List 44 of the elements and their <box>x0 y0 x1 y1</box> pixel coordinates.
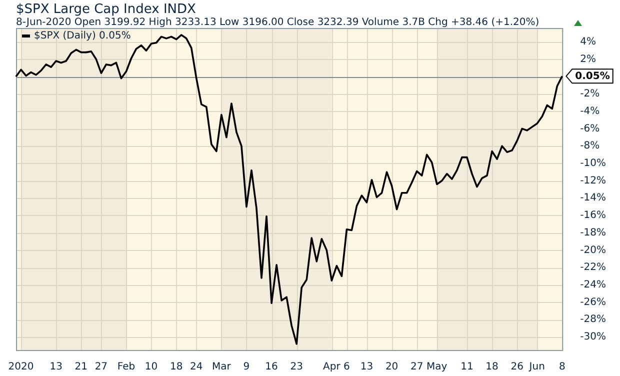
annotation: 0.05% <box>575 70 610 82</box>
y-tick-label: -30% <box>580 332 606 343</box>
x-tick-label: 8 <box>558 362 566 373</box>
x-tick-label: 18 <box>170 362 183 373</box>
x-tick-label: Feb <box>117 362 136 373</box>
y-tick-label: -10% <box>580 158 606 169</box>
x-tick-label: 27 <box>94 362 108 373</box>
y-tick-label: 2% <box>580 54 596 65</box>
x-tick-label: 13 <box>50 362 62 373</box>
y-tick-label: -6% <box>580 123 600 134</box>
x-tick-label: 23 <box>290 362 303 373</box>
x-tick-label: 26 <box>510 362 524 373</box>
x-tick-label: 13 <box>360 362 374 373</box>
y-tick-label: -2% <box>580 88 600 100</box>
y-tick-label: -12% <box>580 175 606 186</box>
x-tick-label: 21 <box>74 362 88 373</box>
y-tick-label: -26% <box>580 296 606 308</box>
y-tick-label: -28% <box>580 314 606 326</box>
y-tick-label: -14% <box>580 192 606 204</box>
x-tick-label: 20 <box>385 362 398 373</box>
x-tick-label: 2020 <box>8 362 34 373</box>
x-tick-label: Jun <box>528 362 545 373</box>
x-tick-label: May <box>426 362 448 373</box>
chart-title: $SPX Large Cap Index INDX <box>16 2 196 17</box>
y-tick-label: -18% <box>580 227 606 238</box>
x-tick-label: 24 <box>190 362 203 373</box>
x-tick-label: 10 <box>144 362 158 373</box>
y-tick-label: -20% <box>580 244 606 256</box>
x-tick-label: 16 <box>265 362 278 373</box>
y-tick-label: -16% <box>580 210 606 222</box>
x-tick-label: 27 <box>410 362 424 373</box>
y-tick-label: 4% <box>580 36 596 48</box>
x-tick-label: 6 <box>344 362 350 373</box>
y-tick-label: -8% <box>580 140 600 152</box>
x-tick-label: Mar <box>212 362 232 373</box>
y-tick-label: -22% <box>580 262 606 274</box>
y-tick-label: -24% <box>580 280 606 290</box>
legend-label: $SPX (Daily) 0.05% <box>34 30 131 42</box>
x-tick-label: 11 <box>460 362 474 373</box>
x-tick-label: 18 <box>486 362 498 373</box>
y-tick-label: -4% <box>580 106 600 117</box>
chart-subtitle: 8-Jun-2020 Open 3199.92 High 3233.13 Low 3196.00 Close 3232.39 Volume 3.7B Chg +38.46 (+1.20%) <box>16 17 540 28</box>
x-tick-label: Apr <box>323 362 342 373</box>
x-tick-label: 9 <box>243 362 250 373</box>
